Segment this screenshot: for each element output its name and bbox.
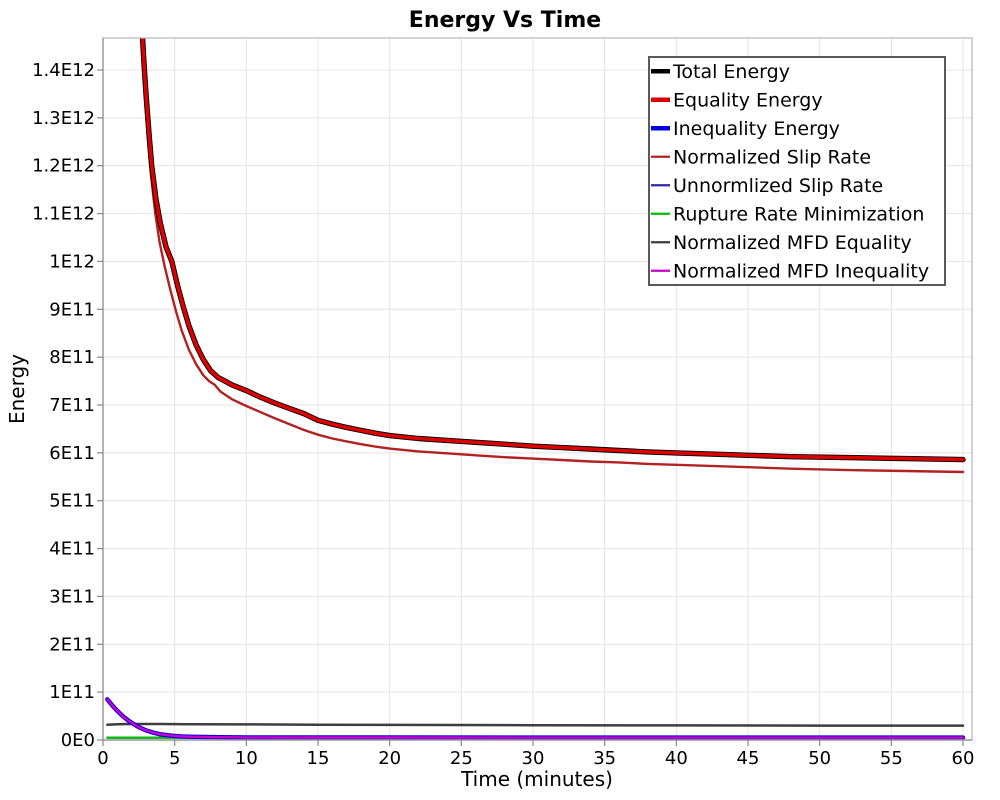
y-tick-label: 1.1E12 [32, 204, 95, 225]
legend-label: Normalized Slip Rate [673, 146, 871, 168]
x-tick-label: 0 [97, 748, 108, 769]
legend-label: Equality Energy [673, 89, 823, 111]
y-tick-label: 1.4E12 [32, 60, 95, 81]
y-tick-label: 1.3E12 [32, 108, 95, 129]
y-tick-label: 1.2E12 [32, 156, 95, 177]
x-tick-label: 45 [737, 748, 760, 769]
x-tick-label: 15 [307, 748, 330, 769]
x-tick-label: 50 [808, 748, 831, 769]
x-tick-label: 60 [952, 748, 975, 769]
tick-marks [97, 69, 964, 746]
x-tick-label: 30 [522, 748, 545, 769]
legend-label: Unnormlized Slip Rate [673, 175, 883, 197]
legend-entry: Normalized MFD Inequality [651, 260, 929, 282]
y-tick-label: 0E0 [61, 730, 95, 751]
y-axis-label: Energy [5, 354, 29, 424]
x-tick-label: 55 [880, 748, 903, 769]
legend-label: Rupture Rate Minimization [673, 203, 924, 225]
x-tick-label: 20 [378, 748, 401, 769]
legend-label: Normalized MFD Equality [673, 232, 912, 254]
y-tick-label: 2E11 [49, 634, 95, 655]
series-normalized-mfd-inequality [106, 698, 965, 739]
y-tick-label: 3E11 [49, 586, 95, 607]
y-tick-label: 1E12 [49, 251, 95, 272]
legend-label: Normalized MFD Inequality [673, 260, 929, 282]
legend-box [648, 56, 946, 286]
legend: Total Energy Equality Energy Inequality En… [648, 56, 946, 286]
legend-entry: Unnormlized Slip Rate [651, 175, 883, 197]
legend-entry: Total Energy [651, 61, 790, 83]
series-normalized-mfd-equality [106, 722, 965, 727]
y-tick-labels: 0E0 1E11 2E11 3E11 4E11 5E11 6E11 7E11 8E11 9E11 1… [32, 60, 95, 751]
y-tick-label: 5E11 [49, 491, 95, 512]
x-tick-label: 35 [593, 748, 616, 769]
legend-label: Inequality Energy [673, 118, 840, 140]
legend-entry: Normalized Slip Rate [651, 146, 871, 168]
chart-title: Energy Vs Time [409, 8, 601, 33]
x-tick-label: 5 [169, 748, 180, 769]
x-tick-label: 40 [665, 748, 688, 769]
x-tick-label: 25 [450, 748, 473, 769]
x-tick-labels: 0 5 10 15 20 25 30 35 40 45 50 55 60 [97, 748, 974, 769]
y-tick-label: 8E11 [49, 347, 95, 368]
x-axis-label: Time (minutes) [460, 767, 613, 791]
legend-entry: Equality Energy [651, 89, 823, 111]
series-group [105, 38, 966, 740]
y-tick-label: 7E11 [49, 395, 95, 416]
series-equality-energy [140, 38, 965, 462]
y-tick-label: 9E11 [49, 299, 95, 320]
legend-label: Total Energy [672, 61, 790, 83]
legend-entry: Inequality Energy [651, 118, 840, 140]
series-normalized-slip-rate [140, 38, 965, 474]
legend-entry: Normalized MFD Equality [651, 232, 912, 254]
legend-entry: Rupture Rate Minimization [651, 203, 924, 225]
y-tick-label: 4E11 [49, 539, 95, 560]
y-tick-label: 1E11 [49, 682, 95, 703]
y-tick-label: 6E11 [49, 443, 95, 464]
x-tick-label: 10 [235, 748, 258, 769]
